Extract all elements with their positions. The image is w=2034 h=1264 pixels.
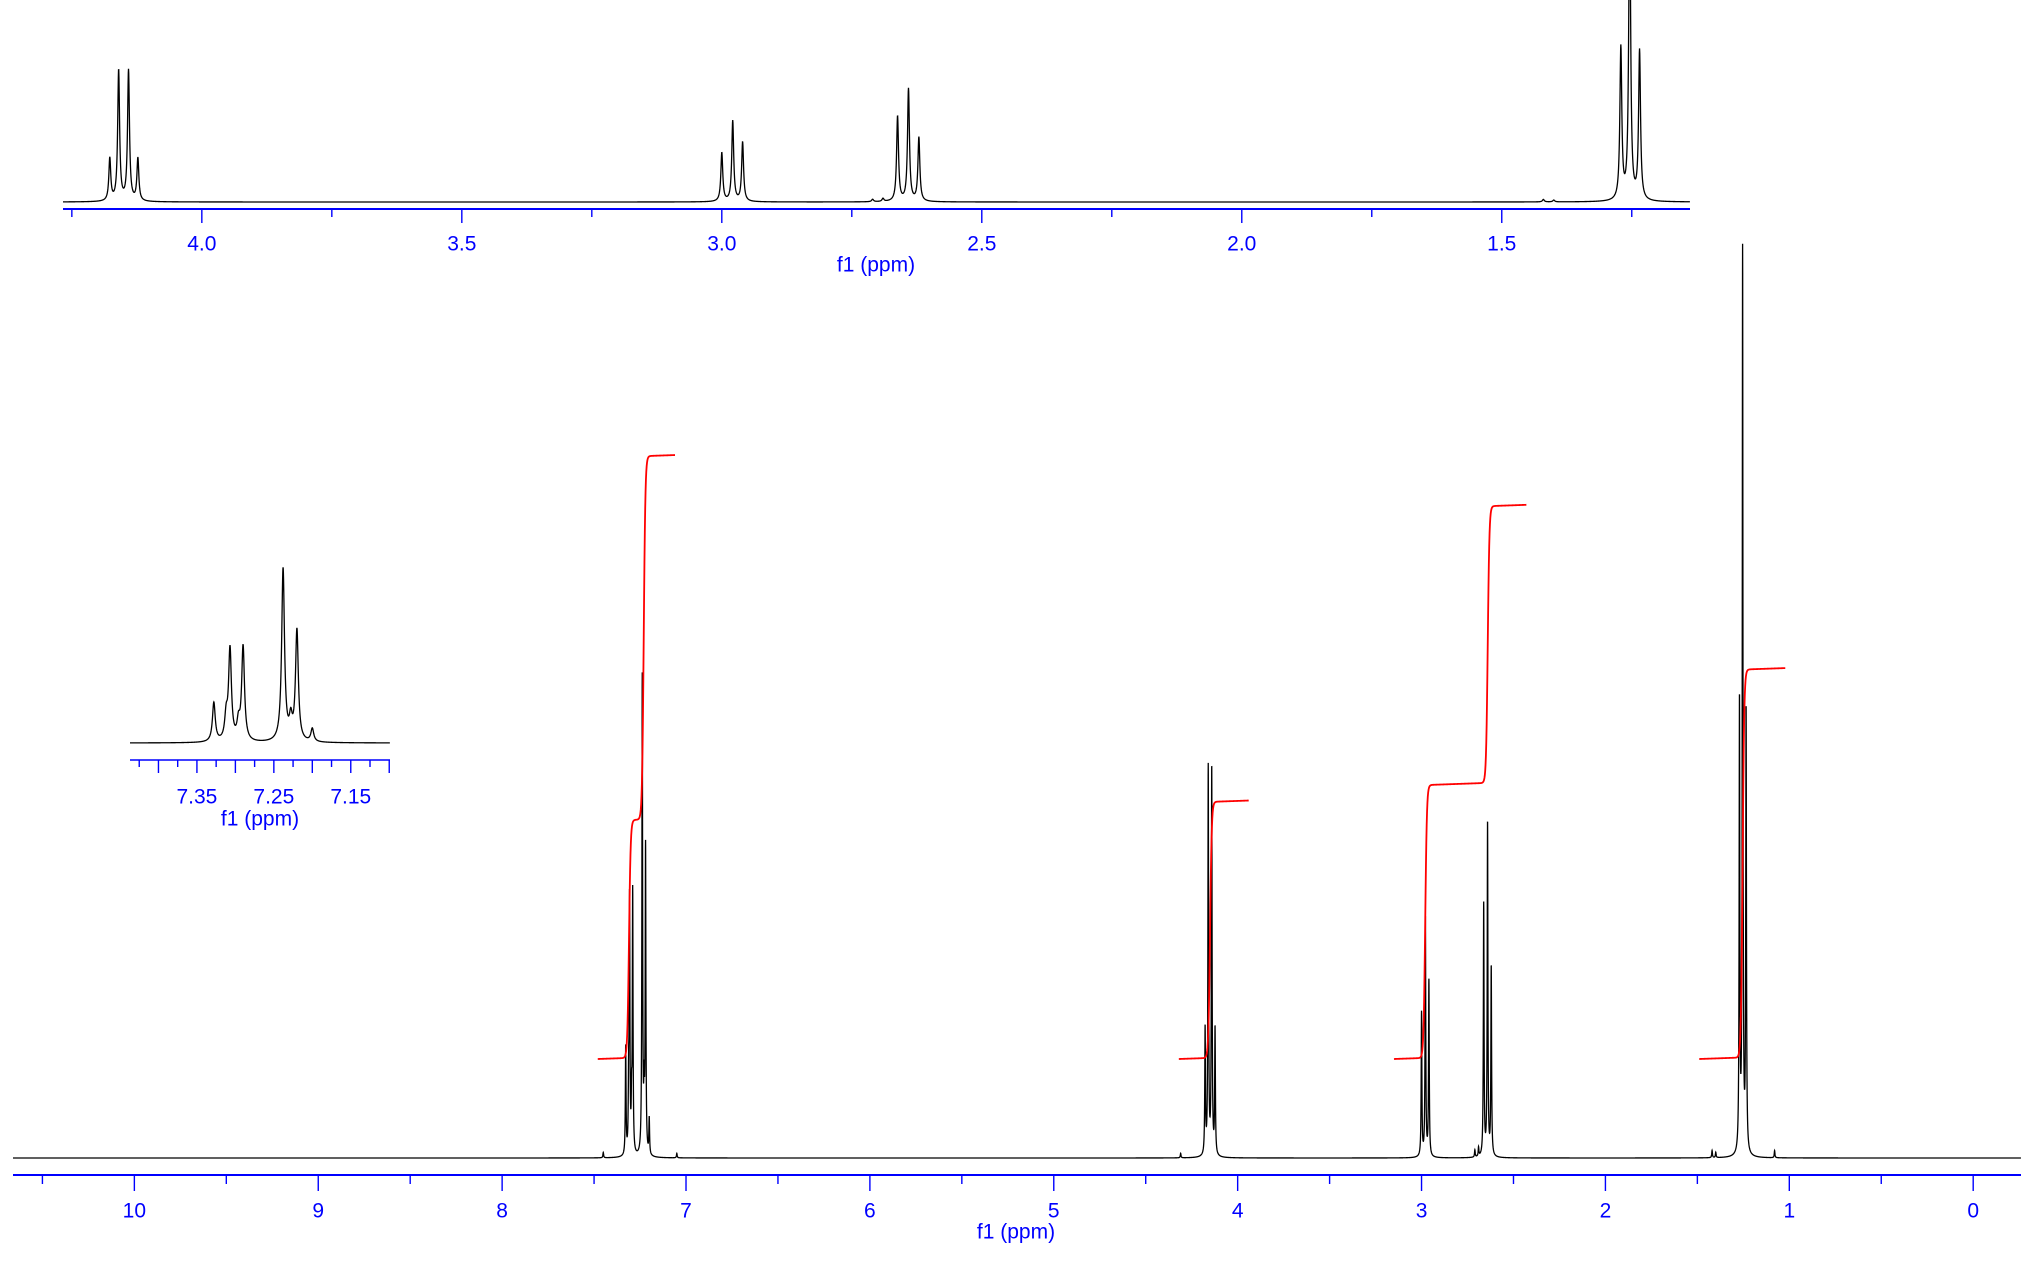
integral-curve [1699, 667, 1786, 1060]
x-tick-label: 7.35 [176, 786, 217, 809]
x-tick-label: 1.5 [1487, 233, 1516, 256]
x-tick-label: 10 [123, 1200, 146, 1223]
x-tick-label: 1 [1783, 1200, 1795, 1223]
aromatic-expansion-panel: 7.35 7.25 7.15 f1 (ppm) [130, 567, 390, 831]
x-tick-label: 9 [312, 1200, 324, 1223]
x-tick-label: 3.0 [707, 233, 736, 256]
integral-curve [597, 454, 676, 1060]
top-expansion-panel: 4.0 3.5 3.0 2.5 2.0 1.5 f1 (ppm) [63, 0, 1690, 277]
spectrum-trace [13, 243, 2021, 1159]
x-tick-label: 3 [1416, 1200, 1428, 1223]
x-tick-label: 3.5 [447, 233, 476, 256]
x-tick-label: 4 [1232, 1200, 1244, 1223]
x-tick-label: 4.0 [187, 233, 216, 256]
integral-curves [597, 454, 1786, 1060]
spectrum-trace [130, 567, 390, 744]
main-spectrum-panel: 10 9 8 7 6 5 4 3 2 1 0f1 (ppm) [13, 243, 2021, 1244]
x-axis-label: f1 (ppm) [221, 808, 299, 831]
x-tick-label: 7.25 [253, 786, 294, 809]
x-tick-label: 2.5 [967, 233, 996, 256]
x-tick-label: 2 [1600, 1200, 1612, 1223]
x-tick-label: 0 [1967, 1200, 1979, 1223]
x-axis-label: f1 (ppm) [837, 254, 915, 277]
x-tick-label: 2.0 [1227, 233, 1256, 256]
x-tick-label: 8 [496, 1200, 508, 1223]
integral-curve [1393, 503, 1527, 1060]
x-tick-label: 7.15 [330, 786, 371, 809]
spectrum-trace [63, 0, 1690, 203]
integral-curve [1178, 799, 1249, 1060]
x-axis-label: f1 (ppm) [977, 1221, 1055, 1244]
x-tick-label: 6 [864, 1200, 876, 1223]
x-tick-label: 7 [680, 1200, 692, 1223]
x-tick-label: 5 [1048, 1200, 1060, 1223]
